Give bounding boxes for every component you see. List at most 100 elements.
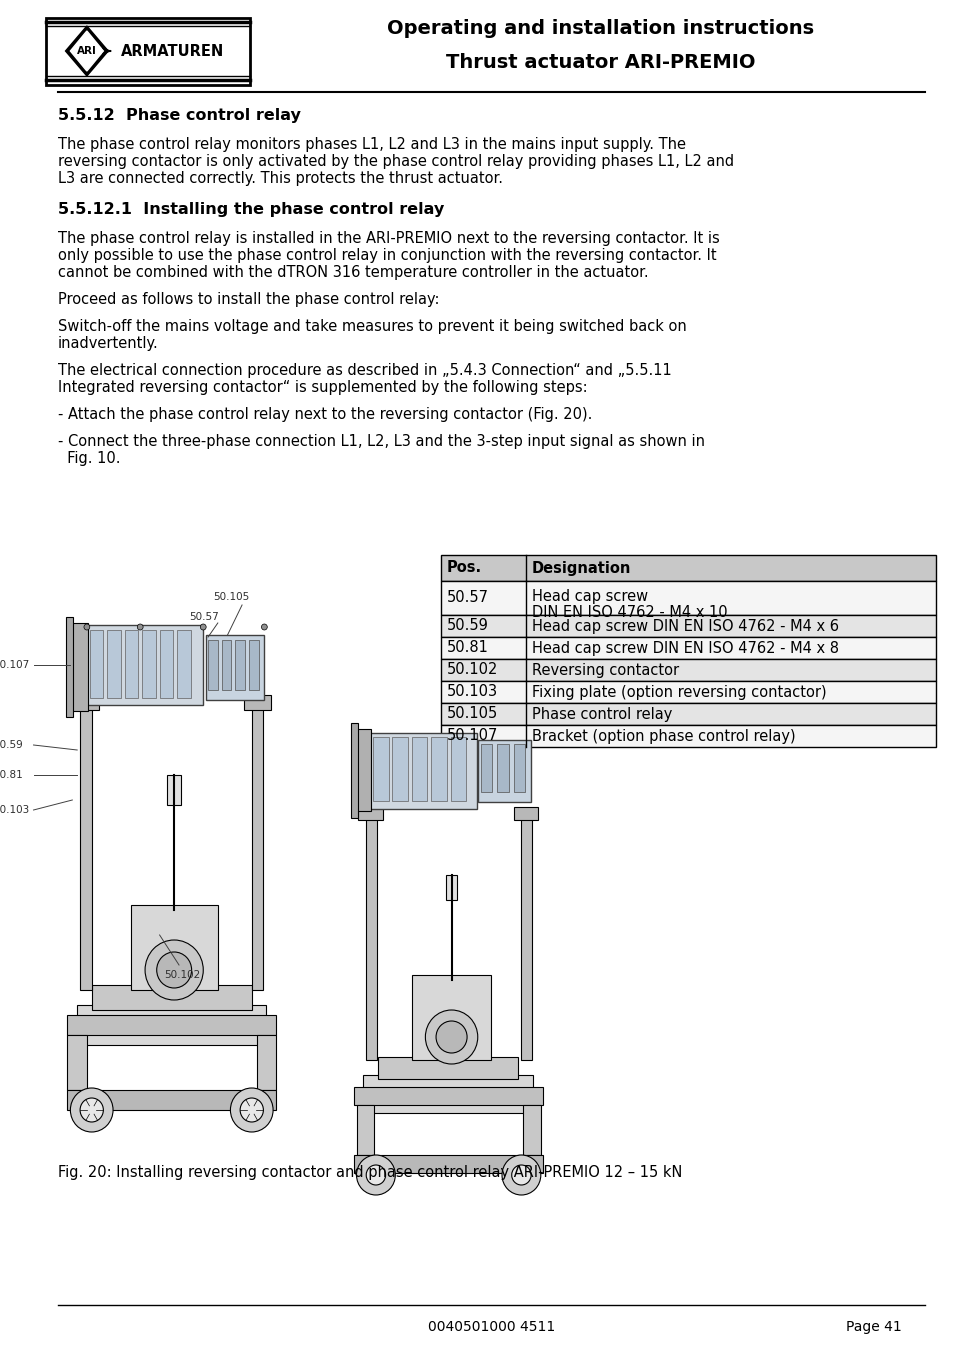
Ellipse shape xyxy=(80,1098,103,1121)
Bar xyxy=(354,1088,542,1105)
Text: The phase control relay is installed in the ARI-PREMIO next to the reversing con: The phase control relay is installed in … xyxy=(58,231,719,246)
Text: Phase control relay: Phase control relay xyxy=(532,707,672,721)
Text: Bracket (option phase control relay): Bracket (option phase control relay) xyxy=(532,728,795,743)
Text: The electrical connection procedure as described in „5.4.3 Connection“ and „5.5.: The electrical connection procedure as d… xyxy=(58,363,671,378)
Text: Reversing contactor: Reversing contactor xyxy=(532,662,679,677)
Bar xyxy=(440,615,935,638)
Text: Designation: Designation xyxy=(532,561,631,576)
Text: Integrated reversing contactor“ is supplemented by the following steps:: Integrated reversing contactor“ is suppl… xyxy=(58,380,587,394)
Bar xyxy=(440,659,935,681)
Polygon shape xyxy=(71,31,103,72)
Bar xyxy=(412,738,427,801)
Bar xyxy=(450,738,466,801)
Text: Fig. 20: Installing reversing contactor and phase control relay ARI-PREMIO 12 – : Fig. 20: Installing reversing contactor … xyxy=(58,1165,681,1179)
Bar xyxy=(167,775,181,805)
Text: 50.81: 50.81 xyxy=(446,640,488,655)
Bar xyxy=(354,1155,542,1173)
Bar xyxy=(235,640,245,690)
Text: 50.59: 50.59 xyxy=(0,740,23,750)
Text: 50.105: 50.105 xyxy=(213,592,249,603)
Ellipse shape xyxy=(436,1021,467,1052)
Bar xyxy=(244,694,271,711)
Text: Pos.: Pos. xyxy=(446,561,481,576)
Bar xyxy=(68,1090,275,1111)
Bar xyxy=(46,18,250,85)
Bar xyxy=(358,807,382,820)
Ellipse shape xyxy=(156,952,192,988)
Bar xyxy=(370,734,476,809)
Bar xyxy=(68,1015,275,1035)
Bar xyxy=(366,815,376,1061)
Text: - Connect the three-phase connection L1, L2, L3 and the 3-step input signal as s: - Connect the three-phase connection L1,… xyxy=(58,434,704,449)
Text: The phase control relay monitors phases L1, L2 and L3 in the mains input supply.: The phase control relay monitors phases … xyxy=(58,136,685,153)
Bar xyxy=(523,1105,540,1155)
Bar xyxy=(66,617,73,717)
Bar xyxy=(80,705,91,990)
Bar xyxy=(412,975,491,1061)
Text: 50.102: 50.102 xyxy=(446,662,497,677)
Text: reversing contactor is only activated by the phase control relay providing phase: reversing contactor is only activated by… xyxy=(58,154,733,169)
Bar xyxy=(68,1035,87,1090)
Ellipse shape xyxy=(145,940,203,1000)
Text: Thrust actuator ARI-PREMIO: Thrust actuator ARI-PREMIO xyxy=(446,53,755,72)
Ellipse shape xyxy=(511,1165,531,1185)
Bar xyxy=(440,725,935,747)
Bar xyxy=(480,744,492,792)
Text: only possible to use the phase control relay in conjunction with the reversing c: only possible to use the phase control r… xyxy=(58,249,716,263)
Bar xyxy=(440,581,935,615)
Ellipse shape xyxy=(425,1011,477,1065)
Bar xyxy=(252,705,263,990)
Bar xyxy=(351,723,358,817)
Text: ARMATUREN: ARMATUREN xyxy=(120,43,224,58)
Bar xyxy=(356,1105,374,1155)
Ellipse shape xyxy=(240,1098,263,1121)
Bar xyxy=(221,640,232,690)
Ellipse shape xyxy=(366,1165,385,1185)
Text: Fixing plate (option reversing contactor): Fixing plate (option reversing contactor… xyxy=(532,685,826,700)
Polygon shape xyxy=(66,26,108,76)
Bar xyxy=(513,744,525,792)
Text: inadvertently.: inadvertently. xyxy=(58,336,158,351)
Bar xyxy=(208,640,217,690)
Ellipse shape xyxy=(71,1088,113,1132)
Bar xyxy=(131,905,217,990)
Text: 50.81: 50.81 xyxy=(0,770,23,780)
Text: Head cap screw DIN EN ISO 4762 - M4 x 8: Head cap screw DIN EN ISO 4762 - M4 x 8 xyxy=(532,640,839,655)
Bar xyxy=(72,694,99,711)
Text: Proceed as follows to install the phase control relay:: Proceed as follows to install the phase … xyxy=(58,292,438,307)
Text: 50.59: 50.59 xyxy=(446,619,488,634)
Text: 50.57: 50.57 xyxy=(189,612,218,621)
Text: Page 41: Page 41 xyxy=(845,1320,901,1333)
Bar xyxy=(90,630,103,698)
Text: Head cap screw: Head cap screw xyxy=(532,589,647,604)
Text: Switch-off the mains voltage and take measures to prevent it being switched back: Switch-off the mains voltage and take me… xyxy=(58,319,686,334)
Ellipse shape xyxy=(261,624,267,630)
Text: 50.103: 50.103 xyxy=(446,685,497,700)
Bar xyxy=(125,630,138,698)
Bar xyxy=(356,730,371,811)
Bar xyxy=(363,1075,533,1113)
Bar xyxy=(431,738,446,801)
Bar xyxy=(513,807,537,820)
Bar xyxy=(373,738,388,801)
Ellipse shape xyxy=(200,624,206,630)
Bar xyxy=(440,703,935,725)
Text: 5.5.12.1  Installing the phase control relay: 5.5.12.1 Installing the phase control re… xyxy=(58,203,443,218)
Text: 5.5.12  Phase control relay: 5.5.12 Phase control relay xyxy=(58,108,300,123)
Bar xyxy=(440,555,935,581)
Bar xyxy=(249,640,258,690)
Bar xyxy=(72,623,88,711)
Bar xyxy=(377,1056,517,1079)
Text: cannot be combined with the dTRON 316 temperature controller in the actuator.: cannot be combined with the dTRON 316 te… xyxy=(58,265,648,280)
Text: 50.57: 50.57 xyxy=(446,590,488,605)
Bar xyxy=(206,635,264,700)
Bar xyxy=(440,638,935,659)
Bar xyxy=(91,985,252,1011)
Ellipse shape xyxy=(356,1155,395,1196)
Bar xyxy=(256,1035,275,1090)
Bar xyxy=(107,630,121,698)
Bar xyxy=(477,740,531,802)
Bar xyxy=(445,875,456,900)
Bar xyxy=(159,630,173,698)
Text: 50.103: 50.103 xyxy=(0,805,29,815)
